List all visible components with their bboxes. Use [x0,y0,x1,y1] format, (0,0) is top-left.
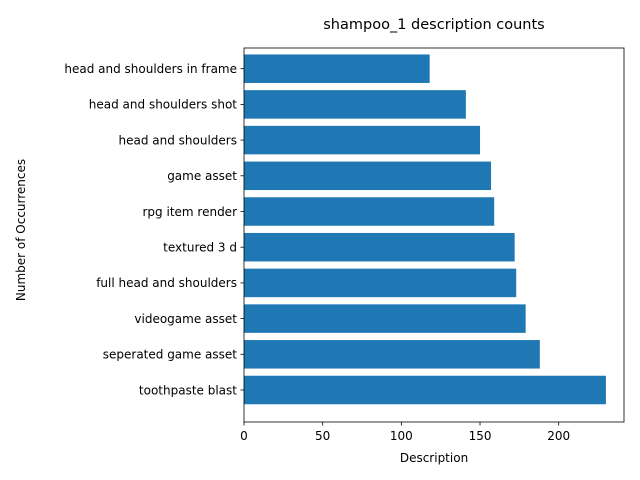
bar [244,90,466,119]
x-tick-label: 100 [390,429,413,443]
bar [244,304,526,333]
x-ticks-group: 0 50 100 150 200 [240,422,570,443]
y-tick-label: full head and shoulders [96,276,237,290]
bars-group [244,54,606,405]
y-tick-label: head and shoulders in frame [64,62,237,76]
chart-title: shampoo_1 description counts [323,17,544,33]
plot-frame [243,47,625,423]
x-axis-label: Description [400,451,468,465]
bar [244,54,430,83]
y-tick-label: textured 3 d [163,241,237,255]
x-tick-label: 0 [240,429,248,443]
bar [244,161,492,191]
bar [244,232,515,262]
y-tick-label: videogame asset [134,312,237,326]
y-tick-label: game asset [167,169,237,183]
bar [244,268,517,298]
y-axis-label: Number of Occurrences [14,159,28,301]
bar [244,197,495,226]
y-tick-label: head and shoulders shot [89,98,238,112]
y-tick-label: rpg item render [143,205,238,219]
x-tick-label: 150 [469,429,492,443]
y-tick-label: toothpaste blast [139,383,237,397]
bar [244,340,540,369]
y-ticks-group: toothpaste blast seperated game asset vide… [64,62,244,397]
x-tick-label: 200 [547,429,570,443]
bar [244,125,481,155]
x-tick-label: 50 [315,429,330,443]
bar [244,375,606,405]
y-tick-label: seperated game asset [103,348,238,362]
y-tick-label: head and shoulders [119,133,238,147]
